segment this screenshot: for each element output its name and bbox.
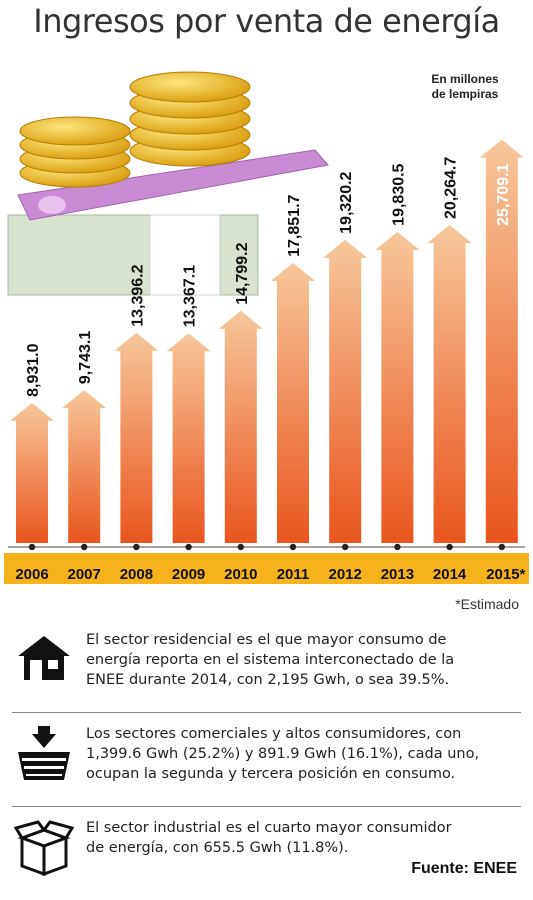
box-icon	[14, 820, 74, 876]
x-tick-label: 2007	[68, 566, 101, 583]
year-band	[4, 553, 529, 584]
bar-2010	[218, 310, 263, 543]
value-label: 20,264.7	[443, 157, 460, 219]
bar-2015-estimated	[479, 139, 524, 544]
value-label: 13,367.1	[182, 265, 199, 327]
source-credit: Fuente: ENEE	[411, 860, 517, 877]
house-icon	[18, 636, 70, 680]
money-illustration	[7, 71, 329, 296]
note-line: Los sectores comerciales y altos consumi…	[86, 726, 462, 742]
bar-2006	[10, 402, 54, 543]
value-label: 9,743.1	[77, 331, 94, 384]
chart-title: Ingresos por venta de energía	[33, 2, 500, 40]
x-tick-label: 2008	[120, 566, 153, 583]
tick-dot	[289, 543, 297, 551]
value-label: 8,931.0	[25, 343, 42, 396]
tick-dot	[185, 543, 192, 551]
x-tick-label: 2010	[224, 566, 257, 583]
value-label: 14,799.2	[234, 242, 251, 304]
x-tick-label: 2015*	[486, 566, 525, 583]
ticks-layer: 2006 2007 2008 2009 2010 2011 2012 2013 2014 2015…	[8, 543, 526, 583]
tick-dot	[394, 543, 401, 551]
divider	[12, 806, 521, 807]
bar-2012	[323, 239, 368, 543]
bar-chart: 8,931.0 9,743.1 13,396.2 13,367.1 14,799.2 17…	[7, 71, 526, 583]
x-tick-label: 2009	[172, 566, 205, 583]
coin-stack-right	[129, 71, 251, 167]
bar-2013	[375, 231, 420, 543]
value-label: 19,830.5	[390, 163, 407, 225]
tick-dot	[446, 543, 453, 551]
note-line: energía reporta en el sistema interconec…	[86, 652, 455, 668]
bar-2009	[166, 333, 211, 543]
divider	[12, 712, 521, 713]
unit-note-line-2: de lempiras	[431, 87, 499, 101]
shopping-basket-icon	[18, 726, 70, 780]
note-line: ocupan la segunda y tercera posición en …	[86, 766, 456, 782]
banknote-seal	[38, 196, 66, 214]
tick-dot	[133, 543, 140, 551]
note-line: 1,399.6 Gwh (25.2%) y 891.9 Gwh (16.1%),…	[86, 746, 480, 762]
value-label: 13,396.2	[129, 264, 146, 326]
x-tick-label: 2012	[329, 566, 362, 583]
coin-stack-left	[19, 116, 131, 188]
value-label: 25,709.1	[495, 163, 512, 225]
value-label: 17,851.7	[286, 194, 303, 256]
tick-dot	[342, 543, 349, 551]
bar-2007	[62, 390, 107, 543]
unit-note-line-1: En millones	[431, 72, 499, 86]
labels-layer: 8,931.0 9,743.1 13,396.2 13,367.1 14,799.2 17…	[25, 157, 512, 397]
x-tick-label: 2011	[277, 566, 310, 583]
bars-layer	[10, 139, 524, 544]
tick-dot	[28, 543, 36, 551]
note-line: El sector industrial es el cuarto mayor …	[86, 820, 452, 836]
value-label: 19,320.2	[338, 171, 355, 233]
tick-dot	[81, 543, 88, 551]
bar-2011	[271, 262, 315, 543]
note-line: El sector residencial es el que mayor co…	[86, 632, 447, 648]
x-tick-label: 2013	[381, 566, 414, 583]
note-industrial: El sector industrial es el cuarto mayor …	[0, 818, 533, 876]
note-line: ENEE durante 2014, con 2,195 Gwh, o sea …	[86, 672, 450, 688]
estimate-footnote: *Estimado	[455, 596, 519, 612]
banknote-band	[149, 214, 221, 296]
tick-dot	[237, 543, 244, 551]
note-commercial: Los sectores comerciales y altos consumi…	[0, 724, 533, 784]
unit-note: En millones de lempiras	[400, 72, 530, 102]
tick-dot	[498, 543, 505, 551]
bar-2014	[427, 225, 472, 543]
note-residential: El sector residencial es el que mayor co…	[0, 630, 533, 690]
x-tick-label: 2006	[15, 566, 48, 583]
bar-2008	[114, 332, 159, 543]
x-tick-label: 2014	[433, 566, 467, 583]
note-line: de energía, con 655.5 Gwh (11.8%).	[86, 840, 349, 856]
